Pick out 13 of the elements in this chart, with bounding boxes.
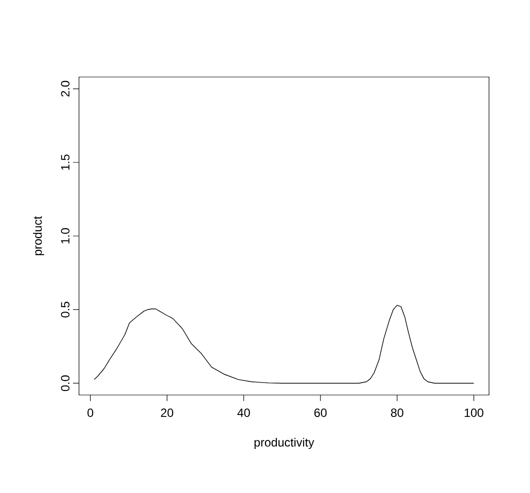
x-tick-label: 0 [87, 408, 94, 417]
x-tick-label: 20 [160, 408, 174, 417]
y-tick-label: 0.0 [61, 375, 70, 392]
y-tick-label: 2.0 [61, 80, 70, 96]
x-tick-label: 60 [314, 408, 327, 417]
y-axis-title: product [33, 216, 44, 256]
y-tick-label: 1.0 [61, 228, 70, 244]
x-tick-label: 80 [390, 408, 404, 417]
y-tick-label: 0.5 [61, 302, 70, 318]
x-tick-label: 40 [237, 408, 250, 417]
y-tick-label: 1.5 [61, 154, 70, 170]
x-axis-title: productivity [254, 438, 314, 449]
x-tick-label: 100 [464, 408, 484, 417]
